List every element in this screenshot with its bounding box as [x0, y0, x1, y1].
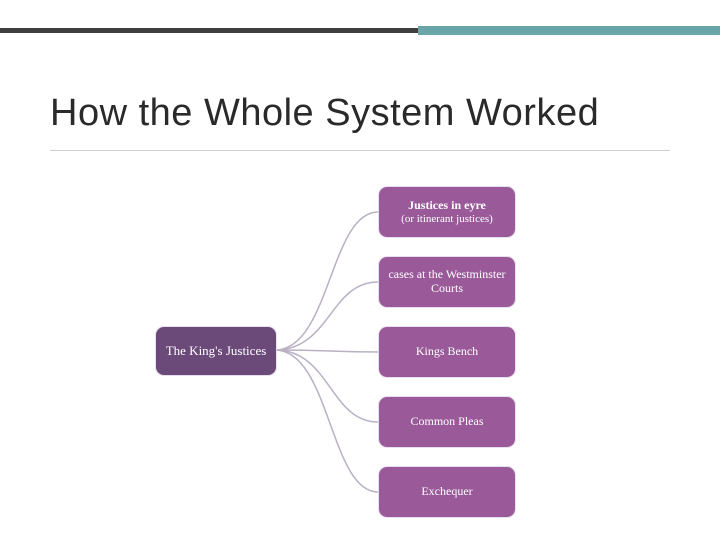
leaf-node-0: Justices in eyre (or itinerant justices)	[378, 186, 516, 238]
leaf-node-label: Common Pleas	[410, 415, 483, 429]
title-underline	[50, 150, 670, 151]
page-title: How the Whole System Worked	[50, 92, 599, 135]
root-node: The King's Justices	[155, 326, 277, 376]
leaf-node-label: Kings Bench	[416, 345, 478, 359]
leaf-node-3: Common Pleas	[378, 396, 516, 448]
slide: How the Whole System Worked The King's J…	[0, 0, 720, 540]
root-node-label: The King's Justices	[166, 344, 267, 359]
leaf-node-1: cases at the Westminster Courts	[378, 256, 516, 308]
leaf-node-4: Exchequer	[378, 466, 516, 518]
leaf-node-label: Justices in eyre	[408, 199, 486, 213]
leaf-node-label: cases at the Westminster Courts	[383, 268, 511, 296]
top-bar-right	[418, 26, 720, 35]
top-decoration	[0, 24, 720, 36]
leaf-node-label: Exchequer	[421, 485, 472, 499]
top-bar-left	[0, 28, 418, 33]
leaf-node-sublabel: (or itinerant justices)	[401, 213, 493, 226]
leaf-node-2: Kings Bench	[378, 326, 516, 378]
connector-lines	[0, 0, 720, 540]
